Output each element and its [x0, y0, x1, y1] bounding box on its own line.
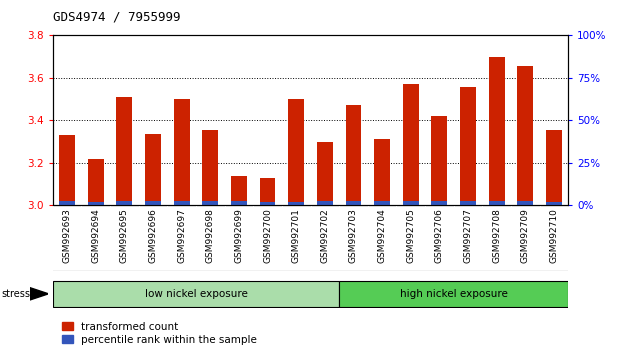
Legend: transformed count, percentile rank within the sample: transformed count, percentile rank withi…	[58, 317, 261, 349]
Text: high nickel exposure: high nickel exposure	[400, 289, 507, 299]
Bar	[231, 201, 247, 205]
Text: GSM992702: GSM992702	[320, 209, 329, 263]
Text: GSM992699: GSM992699	[234, 209, 243, 263]
Bar	[460, 201, 476, 205]
Bar	[88, 202, 104, 205]
Bar	[374, 139, 390, 205]
Text: GSM992709: GSM992709	[521, 209, 530, 263]
Bar	[403, 84, 419, 205]
Text: GSM992695: GSM992695	[120, 209, 129, 263]
Text: low nickel exposure: low nickel exposure	[145, 289, 247, 299]
Text: GSM992708: GSM992708	[492, 209, 501, 263]
Bar	[489, 201, 504, 205]
Bar	[231, 176, 247, 205]
Bar	[517, 201, 533, 205]
Bar	[202, 201, 218, 205]
Bar	[460, 87, 476, 205]
Text: GDS4974 / 7955999: GDS4974 / 7955999	[53, 11, 180, 24]
Bar	[59, 135, 75, 205]
Text: GSM992698: GSM992698	[206, 209, 215, 263]
Bar	[174, 201, 189, 205]
Bar	[339, 281, 568, 307]
Bar	[288, 202, 304, 205]
Text: GSM992700: GSM992700	[263, 209, 272, 263]
Text: GSM992710: GSM992710	[550, 209, 558, 263]
Bar	[145, 201, 161, 205]
Bar	[288, 99, 304, 205]
Bar	[117, 97, 132, 205]
Bar	[260, 202, 276, 205]
Text: GSM992706: GSM992706	[435, 209, 444, 263]
Bar	[59, 201, 75, 205]
Text: GSM992697: GSM992697	[177, 209, 186, 263]
Bar	[174, 99, 189, 205]
Bar	[53, 281, 339, 307]
Text: GSM992707: GSM992707	[463, 209, 473, 263]
Bar	[202, 130, 218, 205]
Text: GSM992704: GSM992704	[378, 209, 387, 263]
Bar	[489, 57, 504, 205]
Polygon shape	[30, 287, 48, 300]
Bar	[317, 142, 333, 205]
Text: stress: stress	[1, 289, 30, 299]
Bar	[403, 201, 419, 205]
Text: GSM992701: GSM992701	[292, 209, 301, 263]
Bar	[546, 202, 562, 205]
Bar	[345, 201, 361, 205]
Bar	[546, 130, 562, 205]
Text: GSM992694: GSM992694	[91, 209, 100, 263]
Bar	[145, 134, 161, 205]
Bar	[317, 201, 333, 205]
Bar	[432, 116, 447, 205]
Bar	[517, 66, 533, 205]
Text: GSM992693: GSM992693	[63, 209, 71, 263]
Bar	[117, 201, 132, 205]
Bar	[374, 201, 390, 205]
Bar	[88, 159, 104, 205]
Bar	[260, 178, 276, 205]
Text: GSM992703: GSM992703	[349, 209, 358, 263]
Text: GSM992705: GSM992705	[406, 209, 415, 263]
Bar	[432, 201, 447, 205]
Bar	[345, 105, 361, 205]
Text: GSM992696: GSM992696	[148, 209, 158, 263]
